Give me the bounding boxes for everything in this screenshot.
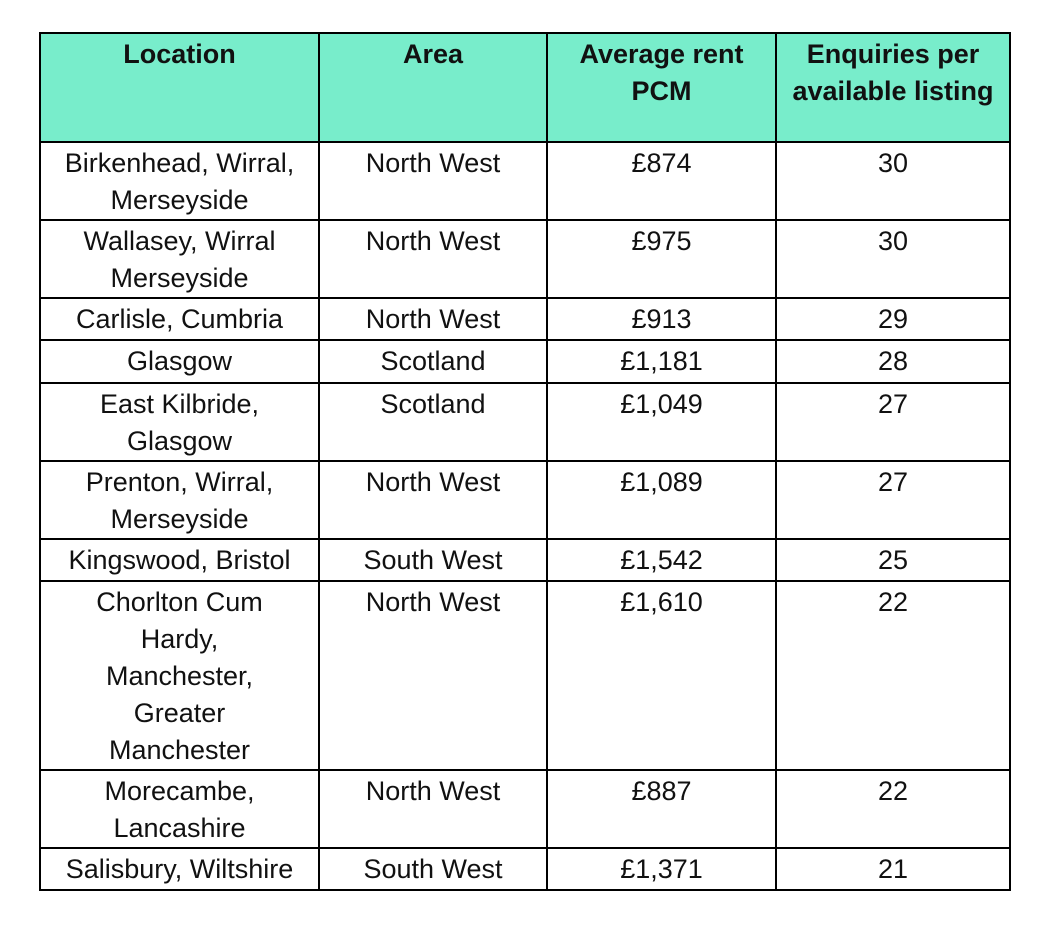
location-cell: Chorlton Cum Hardy, Manchester, Greater …	[39, 580, 320, 771]
table-cell: Scotland	[318, 339, 548, 384]
table-row: Birkenhead, Wirral, Merseyside North West…	[39, 141, 1011, 221]
location-cell: Morecambe, Lancashire	[39, 769, 320, 849]
table-header: Location Area Average rent PCM Enquiries pe…	[39, 32, 1011, 143]
table-cell: £874	[546, 141, 777, 221]
table-cell: £975	[546, 219, 777, 299]
table-cell: £1,049	[546, 382, 777, 462]
table-row: Glasgow Scotland £1,181 28	[39, 339, 1011, 384]
table-cell: South West	[318, 847, 548, 891]
table-cell: North West	[318, 141, 548, 221]
table-cell: North West	[318, 219, 548, 299]
table-cell: South West	[318, 538, 548, 582]
table-row: Chorlton Cum Hardy, Manchester, Greater …	[39, 580, 1011, 771]
header-cell: Enquiries per available listing	[775, 32, 1011, 143]
table-cell: North West	[318, 769, 548, 849]
table-cell: 25	[775, 538, 1011, 582]
header-cell: Average rent PCM	[546, 32, 777, 143]
table-body: Birkenhead, Wirral, Merseyside North West…	[39, 141, 1011, 891]
table-cell: £1,371	[546, 847, 777, 891]
location-cell: Wallasey, Wirral Merseyside	[39, 219, 320, 299]
rent-table: Location Area Average rent PCM Enquiries pe…	[39, 32, 1011, 891]
location-cell: Salisbury, Wiltshire	[39, 847, 320, 891]
location-cell: Kingswood, Bristol	[39, 538, 320, 582]
table-cell: Scotland	[318, 382, 548, 462]
location-cell: Prenton, Wirral, Merseyside	[39, 460, 320, 540]
table-cell: £1,089	[546, 460, 777, 540]
location-cell: Carlisle, Cumbria	[39, 297, 320, 341]
table-cell: North West	[318, 297, 548, 341]
header-row: Location Area Average rent PCM Enquiries pe…	[39, 32, 1011, 143]
table-cell: 27	[775, 460, 1011, 540]
table-cell: 30	[775, 219, 1011, 299]
location-cell: East Kilbride, Glasgow	[39, 382, 320, 462]
table-row: Wallasey, Wirral Merseyside North West £97…	[39, 219, 1011, 299]
table-cell: North West	[318, 460, 548, 540]
location-cell: Birkenhead, Wirral, Merseyside	[39, 141, 320, 221]
table-row: Kingswood, Bristol South West £1,542 25	[39, 538, 1011, 582]
table-cell: £1,181	[546, 339, 777, 384]
table-row: Salisbury, Wiltshire South West £1,371 21	[39, 847, 1011, 891]
table-cell: £887	[546, 769, 777, 849]
table-cell: 30	[775, 141, 1011, 221]
table-cell: 27	[775, 382, 1011, 462]
location-cell: Glasgow	[39, 339, 320, 384]
table-row: Carlisle, Cumbria North West £913 29	[39, 297, 1011, 341]
table-row: Prenton, Wirral, Merseyside North West £1,…	[39, 460, 1011, 540]
table-cell: 22	[775, 769, 1011, 849]
table-cell: North West	[318, 580, 548, 771]
table-cell: £913	[546, 297, 777, 341]
header-cell: Location	[39, 32, 320, 143]
table-cell: 21	[775, 847, 1011, 891]
table-cell: £1,610	[546, 580, 777, 771]
table-cell: 22	[775, 580, 1011, 771]
table-row: East Kilbride, Glasgow Scotland £1,049 27	[39, 382, 1011, 462]
header-cell: Area	[318, 32, 548, 143]
table-cell: £1,542	[546, 538, 777, 582]
table-cell: 28	[775, 339, 1011, 384]
table-cell: 29	[775, 297, 1011, 341]
table-row: Morecambe, Lancashire North West £887 22	[39, 769, 1011, 849]
